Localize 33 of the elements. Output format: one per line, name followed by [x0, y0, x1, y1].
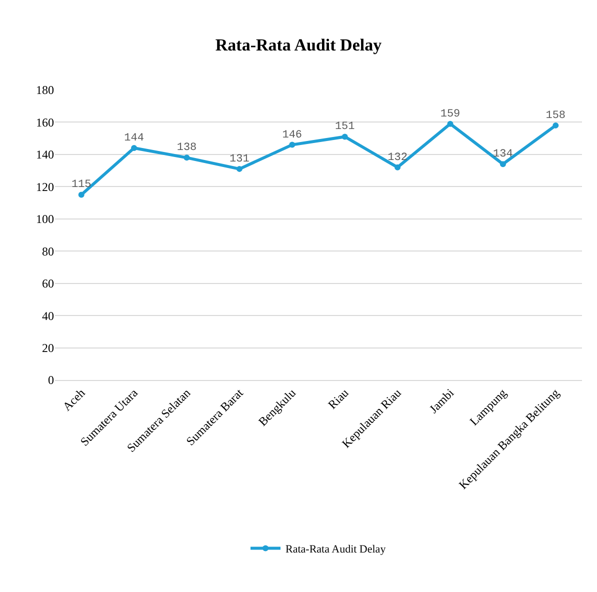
y-tick-label: 80 — [42, 244, 54, 258]
data-label: 159 — [440, 108, 460, 120]
point — [236, 166, 242, 172]
point — [552, 122, 559, 128]
point — [131, 145, 138, 151]
data-label: 151 — [334, 121, 356, 134]
chart-title: Rata-Rata Audit Delay — [215, 35, 382, 54]
data-label: 134 — [493, 148, 514, 161]
point — [342, 134, 348, 140]
y-tick-label: 100 — [36, 212, 54, 226]
data-label: 138 — [176, 142, 197, 154]
point — [447, 120, 454, 127]
point — [394, 164, 401, 170]
data-label: 115 — [71, 179, 92, 192]
y-tick-label: 60 — [42, 276, 54, 291]
point — [289, 142, 296, 148]
y-tick-label: 40 — [42, 308, 54, 323]
y-tick-label: 140 — [36, 148, 54, 162]
data-label: 131 — [230, 153, 250, 166]
point — [78, 192, 84, 198]
point — [500, 161, 506, 168]
data-label: 132 — [388, 152, 408, 164]
point — [184, 154, 190, 161]
data-label: 144 — [124, 132, 144, 144]
y-tick-label: 20 — [42, 340, 54, 355]
y-tick-label: 160 — [36, 115, 54, 130]
y-tick-label: 0 — [48, 373, 54, 388]
data-label: 158 — [546, 110, 566, 122]
y-tick-label: 180 — [36, 83, 54, 98]
legend-label: Rata-Rata Audit Delay — [286, 543, 386, 556]
data-label: 146 — [282, 129, 302, 142]
x-tick-label: Riau — [325, 386, 352, 412]
y-tick-label: 120 — [36, 180, 54, 194]
